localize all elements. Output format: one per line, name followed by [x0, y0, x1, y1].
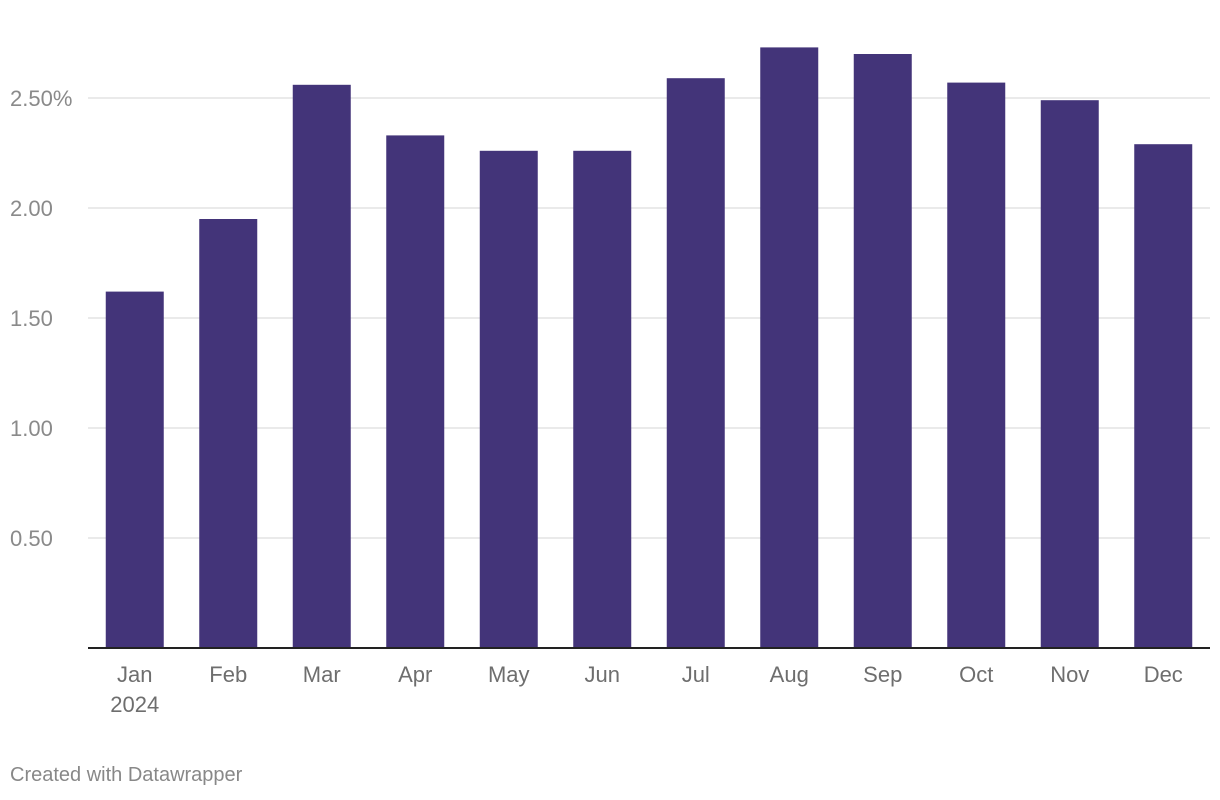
y-tick-label: 1.00: [10, 416, 53, 441]
bar-nov: [1040, 100, 1099, 648]
x-tick-label: Oct: [959, 662, 993, 687]
bar-oct: [947, 82, 1006, 649]
y-tick-label: 0.50: [10, 526, 53, 551]
bar-jan: [105, 291, 164, 648]
x-tick-label: Aug: [770, 662, 809, 687]
x-tick-label: Dec: [1144, 662, 1183, 687]
bar-jun: [573, 150, 632, 649]
gridlines: [88, 97, 1210, 539]
y-tick-label: 2.50%: [10, 86, 72, 111]
bar-mar: [292, 84, 351, 649]
bar-aug: [760, 47, 819, 648]
x-tick-label: Jan: [117, 662, 152, 687]
credit-text: Created with Datawrapper: [10, 764, 243, 786]
x-tick-label: Jun: [585, 662, 620, 687]
x-tick-sublabel: 2024: [110, 692, 159, 717]
x-tick-label: Feb: [209, 662, 247, 687]
y-tick-label: 1.50: [10, 306, 53, 331]
x-axis: Jan 2024 Feb Mar Apr May Jun Jul Aug Sep Oct Nov Dec: [110, 662, 1183, 717]
x-tick-label: Sep: [863, 662, 902, 687]
bar-sep: [853, 54, 912, 648]
y-axis: 0.50 1.00 1.50 2.00 2.50%: [10, 86, 72, 551]
bar-feb: [199, 219, 258, 648]
x-tick-label: Mar: [303, 662, 341, 687]
x-tick-label: Apr: [398, 662, 432, 687]
bars: [105, 47, 1193, 649]
x-tick-label: May: [488, 662, 530, 687]
x-tick-label: Jul: [682, 662, 710, 687]
bar-dec: [1134, 144, 1193, 648]
bar-may: [479, 150, 538, 649]
x-tick-label: Nov: [1050, 662, 1089, 687]
y-tick-label: 2.00: [10, 196, 53, 221]
bar-jul: [666, 78, 725, 648]
bar-apr: [386, 135, 445, 648]
